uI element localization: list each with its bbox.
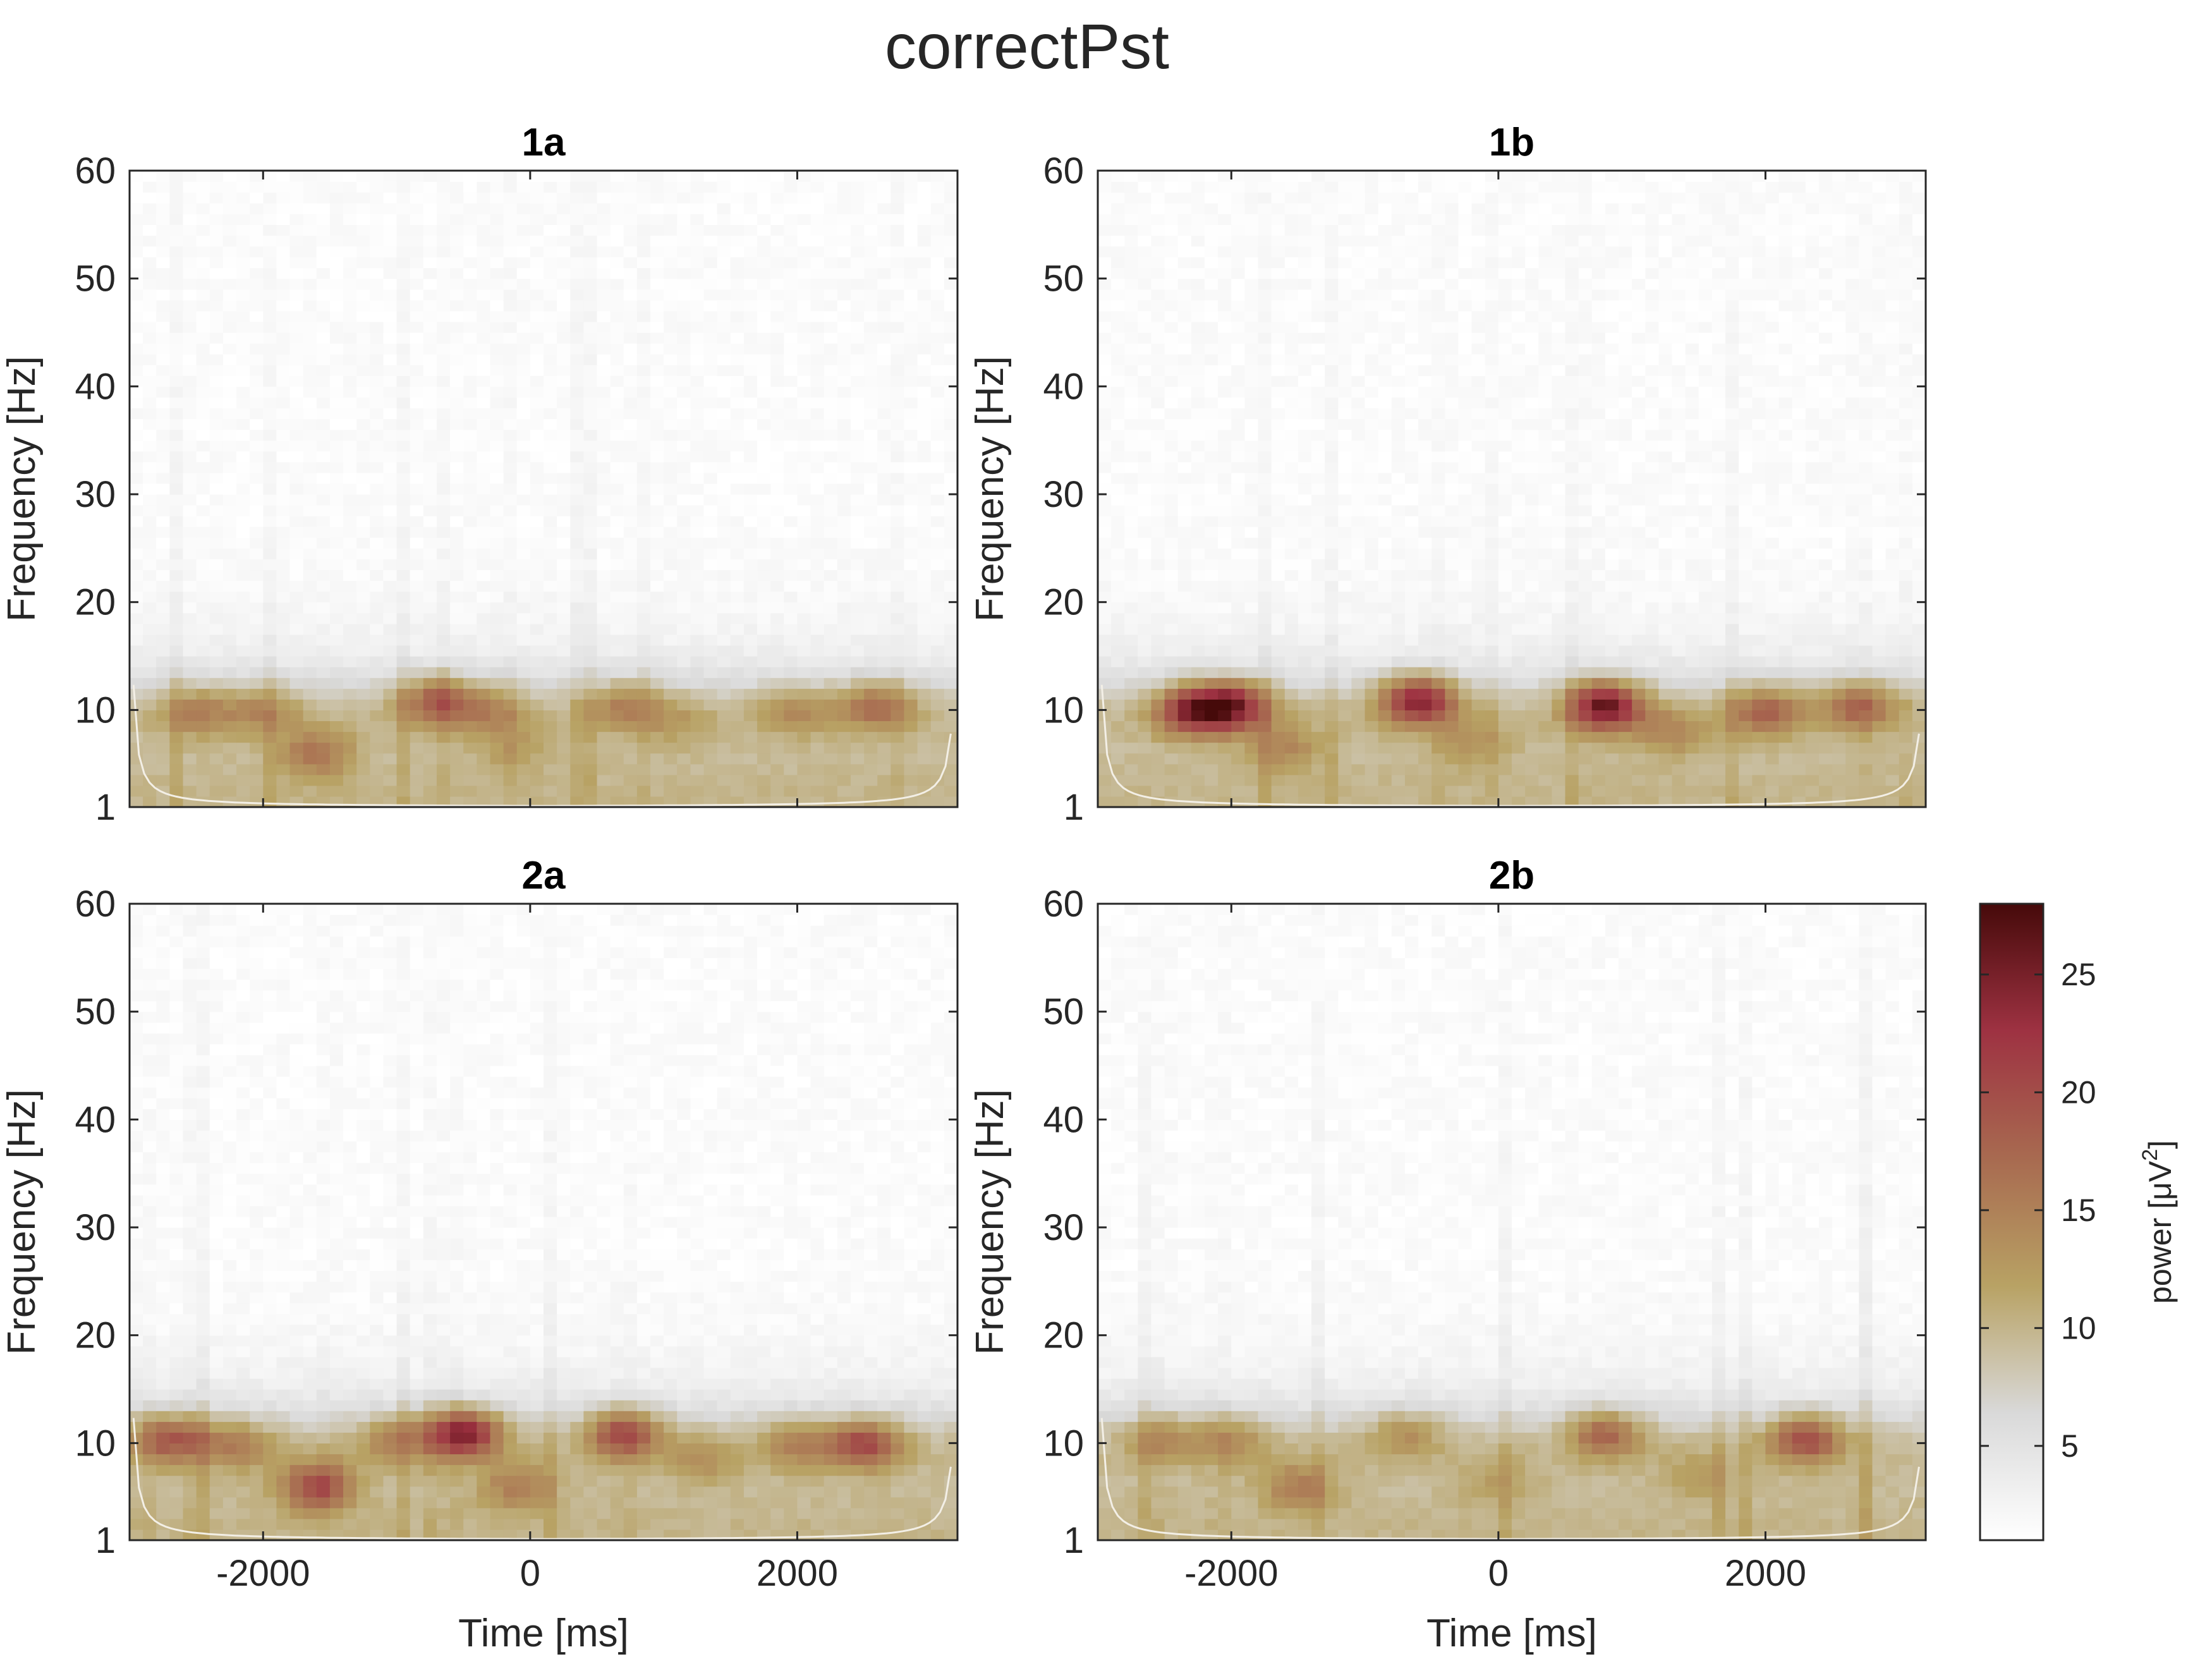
spectrogram-heatmap — [1098, 904, 1926, 1540]
axes-box — [128, 169, 959, 808]
y-tick-label: 60 — [1043, 150, 1084, 191]
colorbar-tick-label: 20 — [2061, 1074, 2096, 1110]
colorbar-tick-label: 5 — [2061, 1428, 2079, 1464]
y-tick-label: 10 — [1043, 1423, 1084, 1464]
axes-box — [1097, 169, 1927, 808]
y-axis-label: Frequency [Hz] — [0, 1089, 44, 1354]
y-tick-label: 20 — [1043, 582, 1084, 623]
x-tick-label: 2000 — [1725, 1553, 1806, 1594]
axes-box — [128, 902, 959, 1541]
colorbar-tick-label: 25 — [2061, 957, 2096, 992]
panel-title: 1b — [1489, 121, 1534, 164]
y-tick-label: 40 — [75, 1099, 116, 1140]
y-tick-label: 1 — [1064, 1520, 1084, 1561]
cone-of-influence — [132, 1418, 952, 1540]
y-tick-label: 50 — [1043, 992, 1084, 1033]
figure-title: correctPst — [885, 11, 1169, 82]
x-tick-label: 2000 — [757, 1553, 838, 1594]
y-tick-label: 1 — [95, 1520, 116, 1561]
x-axis-label: Time [ms] — [458, 1612, 629, 1655]
cone-of-influence — [132, 684, 952, 807]
panel-2a: 1 10 20 30 40 50 60 -2000 0 2000 2a Frequency [Hz] T… — [0, 854, 959, 1655]
y-tick-label: 40 — [75, 366, 116, 407]
panel-2b: 1 10 20 30 40 50 60 -2000 0 2000 2b Frequency [Hz] T… — [968, 854, 1927, 1655]
y-axis-label: Frequency [Hz] — [0, 356, 44, 621]
colorbar-tick-label: 15 — [2061, 1193, 2096, 1228]
x-tick-label: 0 — [1488, 1553, 1509, 1594]
y-tick-label: 20 — [1043, 1315, 1084, 1356]
y-tick-label: 50 — [75, 258, 116, 300]
y-tick-label: 10 — [75, 690, 116, 731]
y-tick-label: 30 — [1043, 474, 1084, 515]
colorbar-label: power [μV2] — [2138, 1140, 2178, 1304]
y-tick-label: 30 — [75, 474, 116, 515]
y-tick-label: 60 — [75, 884, 116, 925]
y-axis-label: Frequency [Hz] — [968, 356, 1012, 621]
panel-title: 2a — [522, 854, 566, 897]
panel-1b: 1 10 20 30 40 50 60 1b Frequency [Hz] — [968, 121, 1927, 828]
y-axis-label: Frequency [Hz] — [968, 1089, 1012, 1354]
y-tick-label: 60 — [1043, 884, 1084, 925]
spectrogram-heatmap — [130, 904, 957, 1540]
y-tick-label: 1 — [1064, 787, 1084, 828]
y-tick-label: 40 — [1043, 1099, 1084, 1140]
y-tick-label: 50 — [75, 992, 116, 1033]
spectrogram-heatmap — [130, 171, 957, 807]
x-tick-label: 0 — [520, 1553, 540, 1594]
y-tick-label: 20 — [75, 582, 116, 623]
colorbar-gradient — [1980, 904, 2043, 1540]
cone-of-influence — [1100, 1418, 1920, 1540]
axes-box — [1097, 902, 1927, 1541]
y-tick-label: 60 — [75, 150, 116, 191]
colorbar-tick-label: 10 — [2061, 1310, 2096, 1346]
y-tick-label: 30 — [1043, 1207, 1084, 1248]
panel-title: 1a — [522, 121, 566, 164]
y-tick-label: 20 — [75, 1315, 116, 1356]
y-tick-label: 10 — [1043, 690, 1084, 731]
y-tick-label: 40 — [1043, 366, 1084, 407]
y-tick-label: 1 — [95, 787, 116, 828]
y-tick-label: 30 — [75, 1207, 116, 1248]
x-axis-label: Time [ms] — [1426, 1612, 1597, 1655]
colorbar: 5 10 15 20 25 power [μV2] — [1979, 902, 2178, 1541]
panel-title: 2b — [1489, 854, 1534, 897]
y-tick-label: 50 — [1043, 258, 1084, 300]
x-tick-label: -2000 — [216, 1553, 310, 1594]
panel-1a: 1 10 20 30 40 50 60 1a Frequency [Hz] — [0, 121, 959, 828]
cone-of-influence — [1100, 684, 1920, 807]
y-tick-label: 10 — [75, 1423, 116, 1464]
x-tick-label: -2000 — [1184, 1553, 1278, 1594]
spectrogram-heatmap — [1098, 171, 1926, 807]
